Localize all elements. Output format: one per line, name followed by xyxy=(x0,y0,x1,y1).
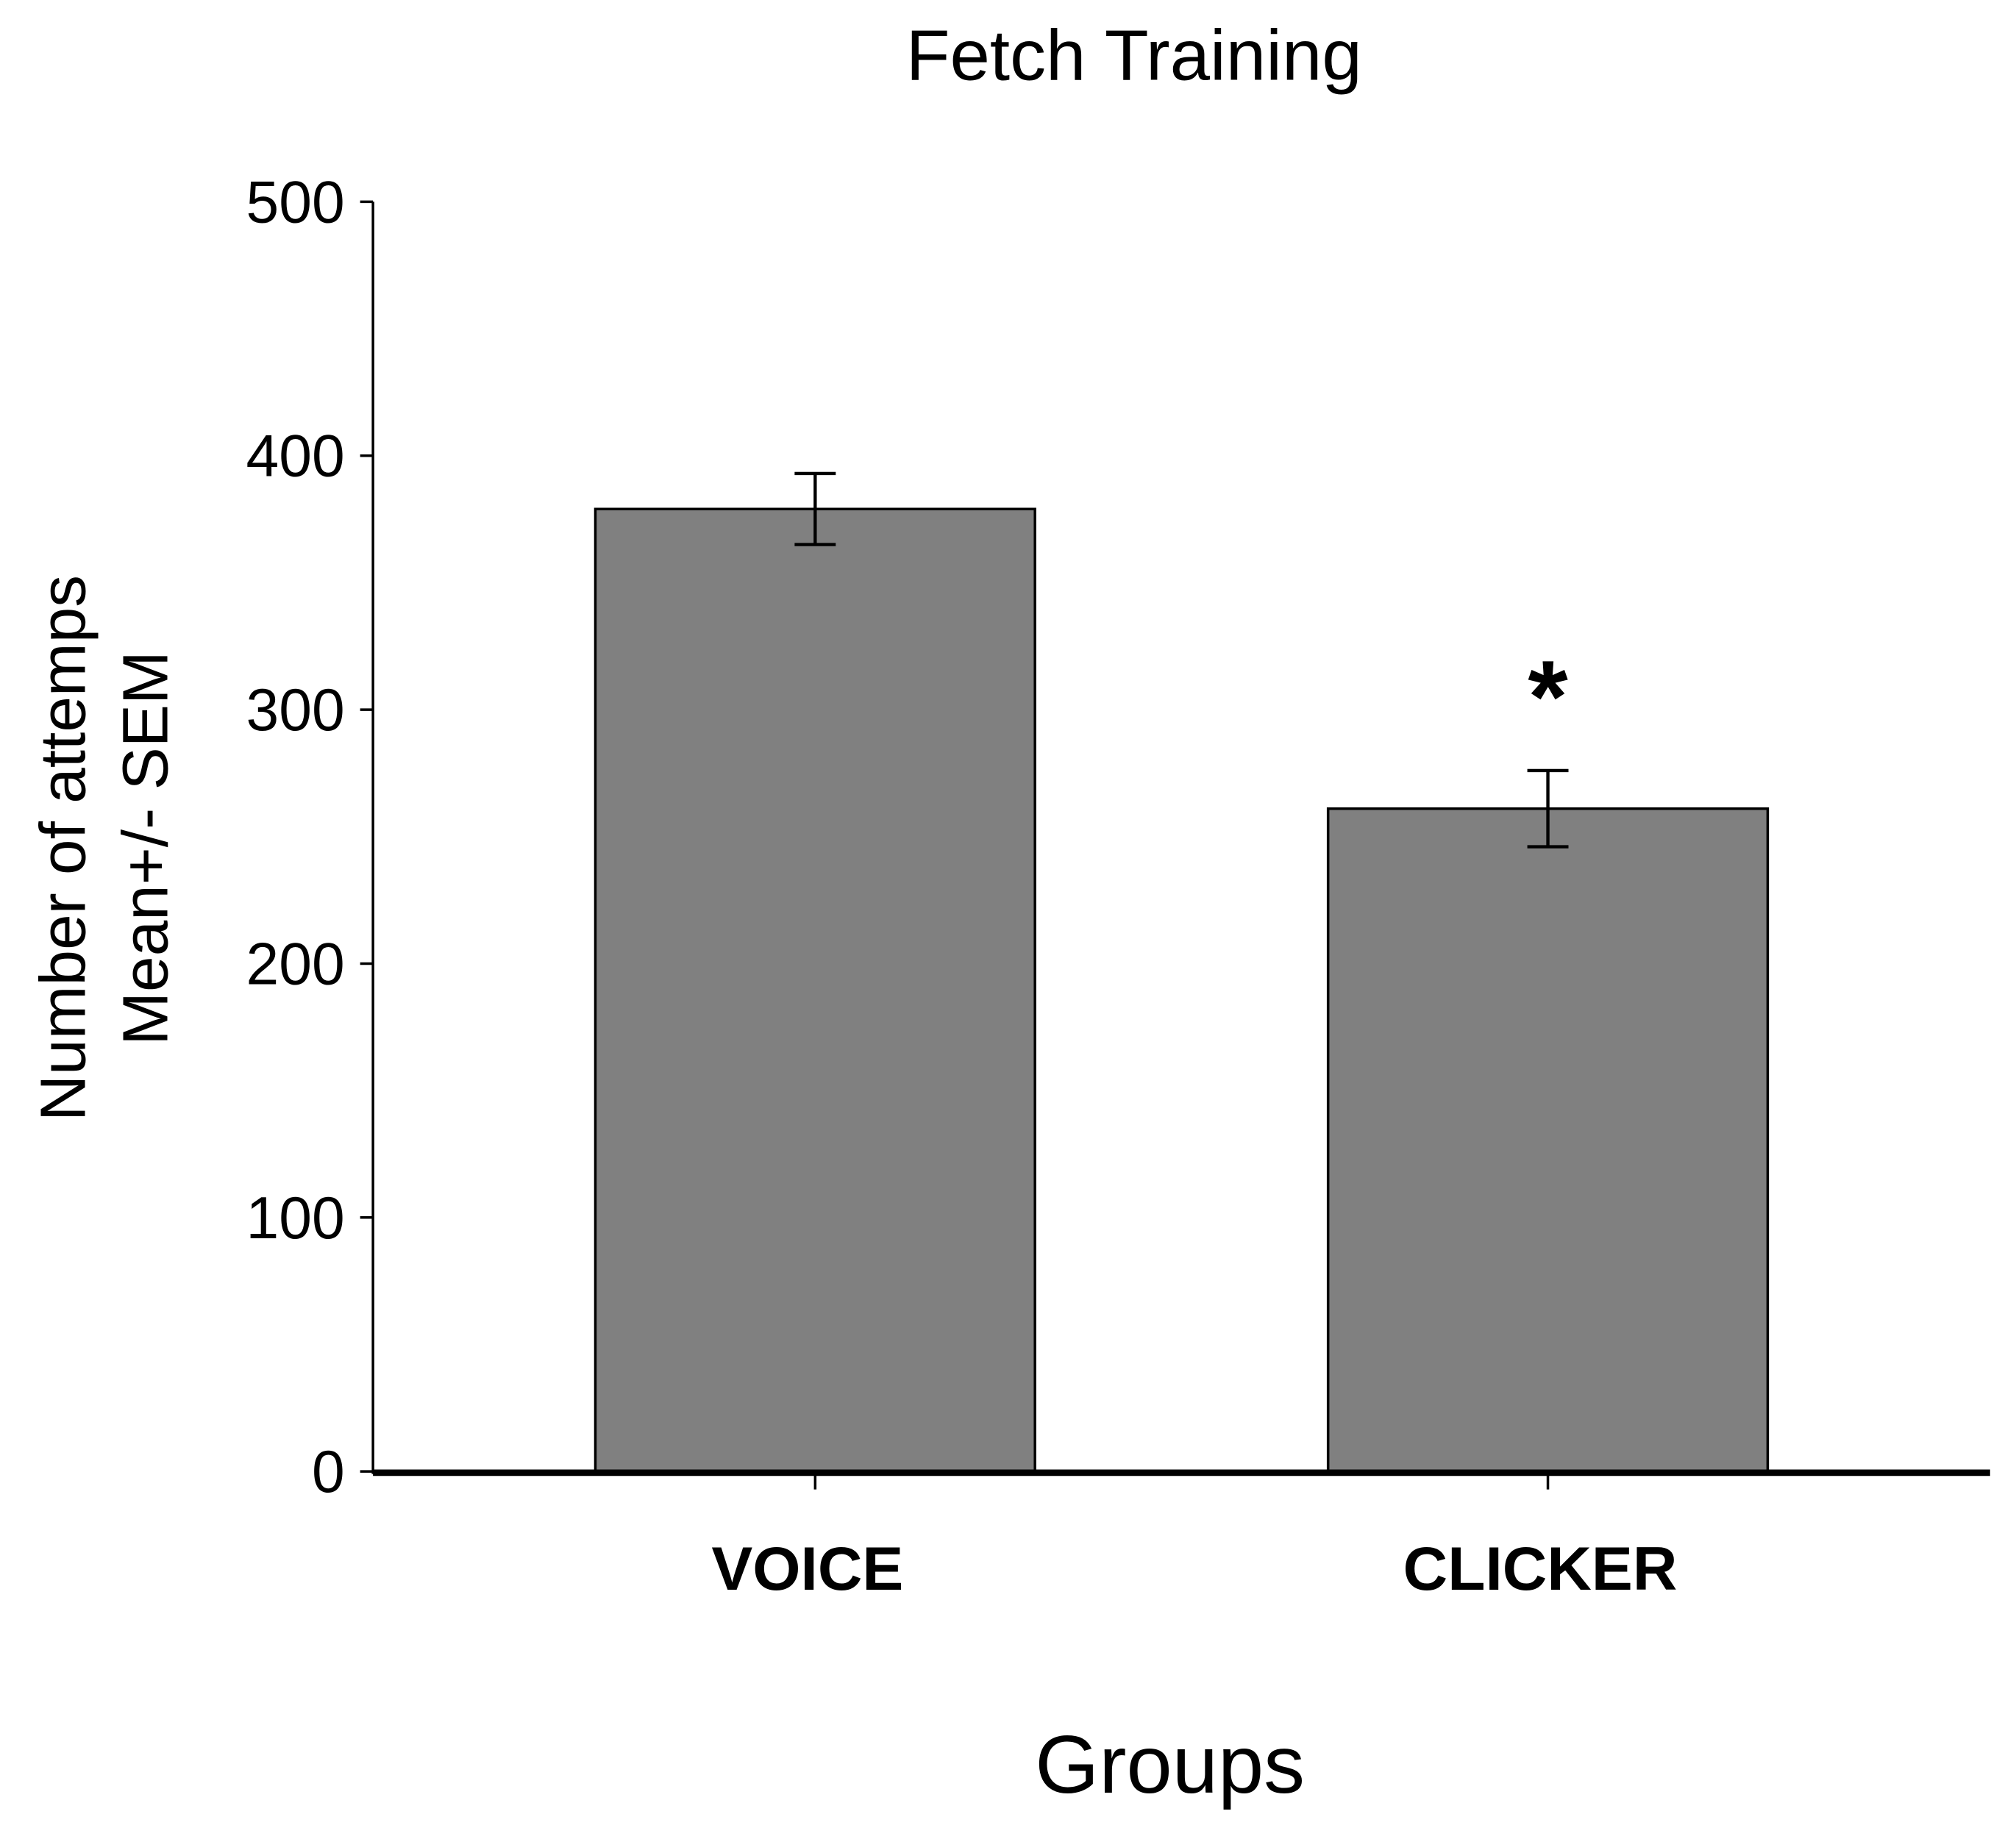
y-axis-label-line: Mean+/- SEM xyxy=(109,651,181,1046)
y-tick-label: 300 xyxy=(246,677,345,743)
significance-marker: * xyxy=(1528,639,1568,754)
chart-title: Fetch Training xyxy=(906,14,1362,95)
x-tick-label: VOICE xyxy=(711,1534,903,1603)
y-tick-label: 500 xyxy=(246,169,345,235)
bar xyxy=(594,507,1036,1473)
x-tick-label: CLICKER xyxy=(1403,1534,1678,1603)
y-axis-label: Number of attemps Mean+/- SEM xyxy=(27,575,182,1121)
y-tick-label: 0 xyxy=(312,1439,345,1505)
bar xyxy=(1326,807,1770,1473)
y-tick-label: 400 xyxy=(246,424,345,490)
y-axis-label-line: Number of attemps xyxy=(27,575,99,1121)
y-tick-label: 200 xyxy=(246,931,345,997)
x-axis-label: Groups xyxy=(1035,1718,1305,1810)
y-tick-label: 100 xyxy=(246,1185,345,1251)
